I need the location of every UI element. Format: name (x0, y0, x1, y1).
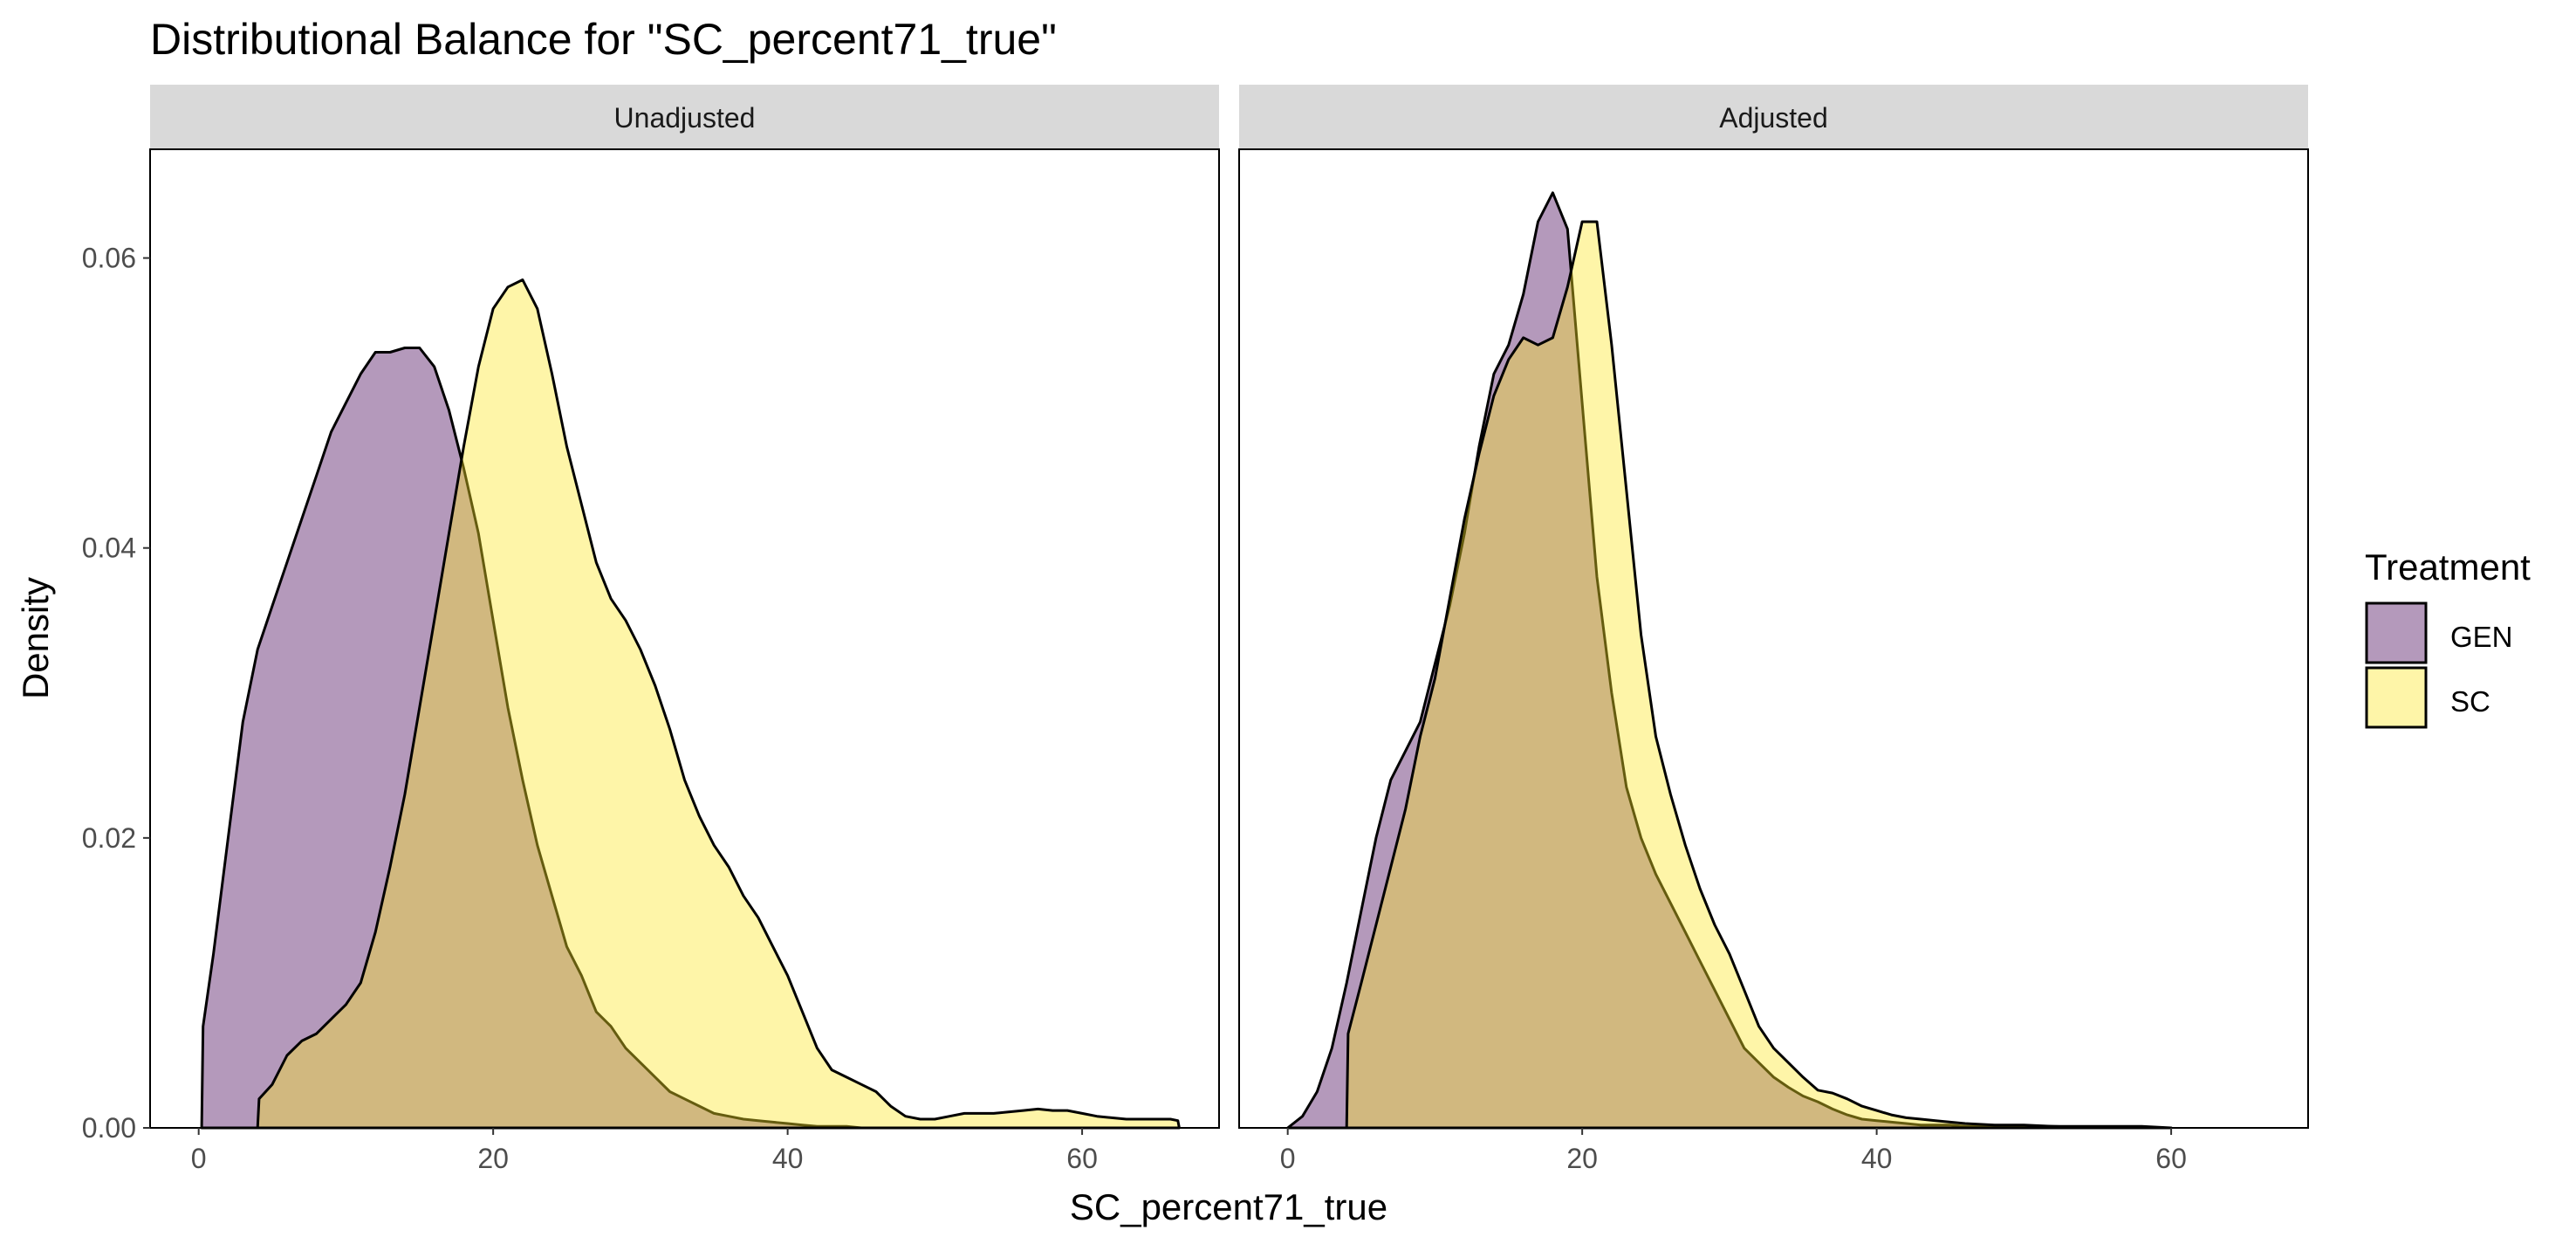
legend: Treatment GEN SC (2365, 546, 2531, 729)
y-axis: 0.00 0.02 0.04 0.06 (82, 243, 150, 1144)
legend-swatch-gen (2365, 601, 2428, 664)
y-tick-label: 0.06 (82, 243, 136, 274)
panel-border-unadjusted (149, 148, 1220, 1129)
x-tick-label: 0 (1280, 1143, 1296, 1174)
density-area-gen-unadjusted (200, 347, 878, 1130)
x-tick-label: 40 (772, 1143, 804, 1174)
legend-key-bg-gen (2366, 602, 2427, 663)
x-axis-adjusted: 0 20 40 60 (1280, 1128, 2187, 1174)
panel-adjusted: Adjusted (1238, 85, 2309, 1130)
density-area-gen-adjusted (1286, 191, 2143, 1130)
strip-adjusted (1239, 85, 2308, 148)
y-tick-label: 0.04 (82, 533, 136, 564)
y-axis-title: Density (15, 577, 56, 699)
panel-unadjusted: Unadjusted (149, 85, 1220, 1130)
x-tick-label: 20 (1566, 1143, 1598, 1174)
legend-swatch-sc (2365, 666, 2428, 729)
x-axis-title: SC_percent71_true (1070, 1186, 1387, 1227)
y-tick-label: 0.02 (82, 822, 136, 854)
x-tick-label: 20 (477, 1143, 509, 1174)
plot-area-unadjusted (150, 149, 1219, 1128)
density-area-sc-adjusted (1345, 220, 2173, 1130)
legend-label-gen: GEN (2450, 621, 2513, 653)
panel-border-adjusted (1238, 148, 2309, 1129)
x-tick-label: 60 (1066, 1143, 1098, 1174)
marks-unadjusted (200, 278, 1181, 1130)
x-tick-label: 0 (191, 1143, 207, 1174)
legend-title: Treatment (2365, 546, 2531, 588)
chart-title: Distributional Balance for "SC_percent71… (150, 15, 1057, 64)
plot-area-adjusted (1239, 149, 2308, 1128)
marks-adjusted (1286, 191, 2173, 1130)
x-tick-label: 40 (1861, 1143, 1893, 1174)
x-tick-label: 60 (2155, 1143, 2187, 1174)
y-tick-label: 0.00 (82, 1112, 136, 1144)
strip-label-adjusted: Adjusted (1719, 102, 1828, 134)
density-area-sc-unadjusted (256, 278, 1181, 1130)
legend-label-sc: SC (2450, 685, 2490, 718)
legend-key-bg-sc (2366, 667, 2427, 728)
strip-unadjusted (150, 85, 1219, 148)
x-axis-unadjusted: 0 20 40 60 (191, 1128, 1098, 1174)
strip-label-unadjusted: Unadjusted (614, 102, 756, 134)
